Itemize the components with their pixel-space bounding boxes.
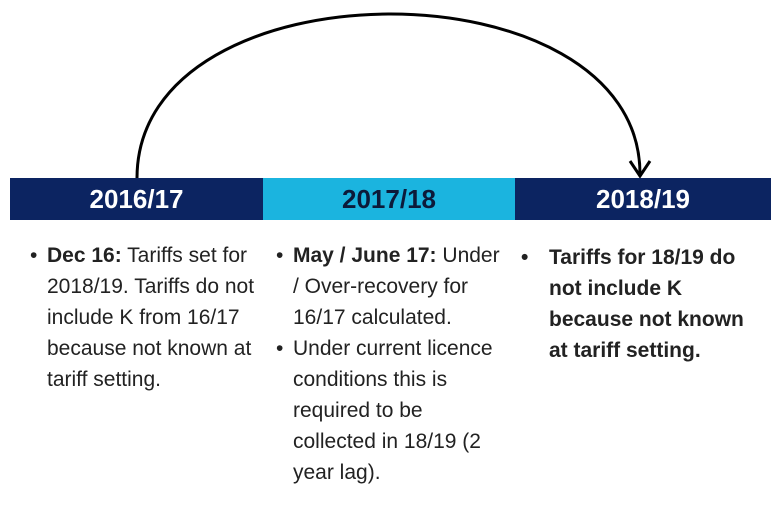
bullet-dot: • [276,244,284,267]
bullet-heading: Dec 16: [47,244,122,267]
arc-arrow [135,12,642,179]
timeline-segment: 2018/19 [515,178,771,220]
bullet-heading: Tariffs for 18/19 do not include K becau… [549,246,744,362]
bullet-dot: • [30,244,38,267]
bullet-text: Tariffs set for 2018/19. Tariffs do not … [47,244,255,391]
bullet-dot: • [276,337,284,360]
timeline-segment: 2017/18 [263,178,515,220]
text-column: • Dec 16: Tariffs set for 2018/19. Tariff… [30,240,259,395]
timeline-segment: 2016/17 [10,178,263,220]
text-column: • May / June 17: Under / Over-recovery fo… [276,240,503,488]
bullet-item: • May / June 17: Under / Over-recovery fo… [276,240,503,333]
bullet-item: • Under current licence conditions this i… [276,333,503,488]
bullet-text: Under / Over-recovery for 16/17 calculat… [293,244,500,329]
bullet-dot: • [521,246,529,269]
bullet-item: • Tariffs for 18/19 do not include K beca… [521,242,767,366]
bullet-item: • Dec 16: Tariffs set for 2018/19. Tariff… [30,240,259,395]
arrow-head [628,160,652,179]
text-column: • Tariffs for 18/19 do not include K beca… [521,242,767,366]
bullet-heading: May / June 17: [293,244,437,267]
bullet-text: Under current licence conditions this is… [293,337,493,484]
